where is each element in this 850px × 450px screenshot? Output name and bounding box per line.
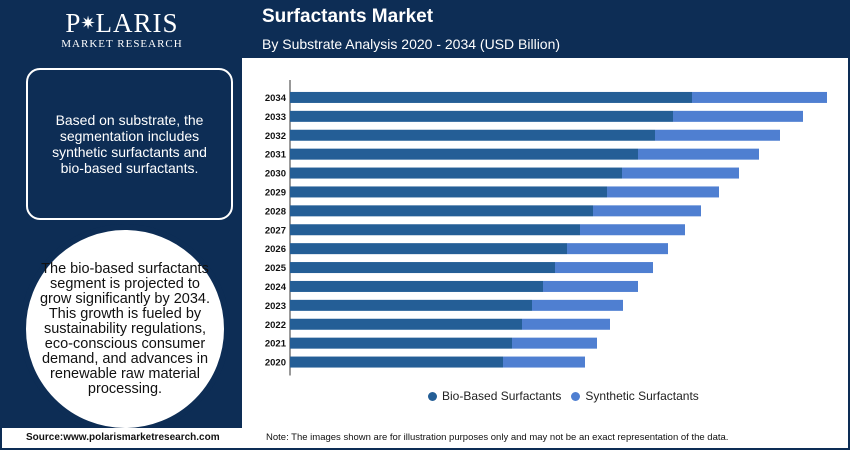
bar-chart: 2034 2033 2032 2031 2030 2029 2028 2027 2026 2025… [265,80,827,376]
bar-synthetic-2029 [607,186,719,198]
bar-synthetic-2032 [655,129,780,141]
y-tick-label-2024: 2024 [265,282,287,293]
y-tick-label-2020: 2020 [265,358,286,369]
y-tick-label-2026: 2026 [265,244,286,255]
bar-synthetic-2026 [567,243,668,255]
bar-bio-based-2020 [290,356,503,368]
legend-dot-icon [571,391,581,401]
y-tick-label-2032: 2032 [265,131,286,142]
bar-synthetic-2027 [580,224,685,236]
bar-bio-based-2024 [290,280,543,292]
y-tick-label-2033: 2033 [265,112,286,123]
bar-bio-based-2031 [290,148,638,160]
bar-synthetic-2034 [692,91,827,103]
y-tick-label-2028: 2028 [265,206,286,217]
bar-bio-based-2033 [290,110,673,122]
compass-star-icon: ✷ [80,13,97,33]
bar-bio-based-2029 [290,186,607,198]
chart-legend: Bio-Based Surfactants Synthetic Surfactan… [428,389,709,403]
bar-bio-based-2028 [290,205,593,217]
header-background [242,2,848,58]
y-tick-label-2023: 2023 [265,301,286,312]
bar-synthetic-2024 [543,280,638,292]
legend-item-synthetic: Synthetic Surfactants [571,389,699,403]
bar-bio-based-2027 [290,224,580,236]
growth-info-circle: The bio-based surfactants segment is pro… [20,224,230,428]
bar-bio-based-2023 [290,299,532,311]
bar-synthetic-2031 [638,148,759,160]
segmentation-info-box: Based on substrate, the segmentation inc… [26,68,233,220]
legend-label: Synthetic Surfactants [585,389,699,403]
y-tick-label-2029: 2029 [265,187,286,198]
bar-bio-based-2034 [290,91,692,103]
bar-synthetic-2022 [522,318,610,330]
bar-bio-based-2021 [290,337,512,349]
chart-title: Surfactants Market [262,6,434,27]
brand-logo: P✷LARIS MARKET RESEARCH [2,8,242,50]
source-text: Source:www.polarismarketresearch.com [26,432,220,443]
y-tick-label-2027: 2027 [265,225,286,236]
y-tick-label-2030: 2030 [265,169,286,180]
y-tick-label-2025: 2025 [265,263,287,274]
bar-synthetic-2025 [555,262,653,274]
y-tick-label-2022: 2022 [265,320,286,331]
bar-synthetic-2033 [673,110,803,122]
y-tick-label-2031: 2031 [265,150,287,161]
bar-synthetic-2030 [622,167,739,179]
bar-bio-based-2022 [290,318,522,330]
bar-bio-based-2026 [290,243,567,255]
y-tick-label-2021: 2021 [265,339,287,350]
bar-bio-based-2032 [290,129,655,141]
bar-bio-based-2025 [290,262,555,274]
disclaimer-note: Note: The images shown are for illustrat… [266,432,729,443]
bar-synthetic-2021 [512,337,597,349]
bar-synthetic-2023 [532,299,623,311]
footer [2,428,848,448]
left-panel: P✷LARIS MARKET RESEARCH Based on substra… [2,2,242,428]
growth-text: The bio-based surfactants segment is pro… [39,260,211,397]
bar-synthetic-2028 [593,205,701,217]
brand-tagline: MARKET RESEARCH [61,38,183,50]
legend-label: Bio-Based Surfactants [442,389,562,403]
y-tick-label-2034: 2034 [265,93,287,104]
legend-item-bio-based: Bio-Based Surfactants [428,389,561,403]
bar-synthetic-2020 [503,356,585,368]
legend-dot-icon [428,391,437,401]
brand-name: P✷LARIS [65,8,179,38]
chart-subtitle: By Substrate Analysis 2020 - 2034 (USD B… [262,36,561,52]
bar-bio-based-2030 [290,167,622,179]
segmentation-text: Based on substrate, the segmentation inc… [52,112,207,176]
